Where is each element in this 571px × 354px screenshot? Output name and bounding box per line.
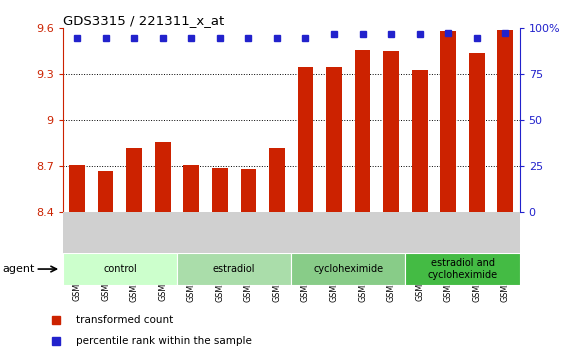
Bar [98, 171, 114, 212]
Bar [469, 53, 485, 212]
Text: estradiol: estradiol [213, 264, 255, 274]
Bar [183, 165, 199, 212]
Text: GDS3315 / 221311_x_at: GDS3315 / 221311_x_at [63, 14, 224, 27]
Bar [355, 50, 371, 212]
Text: estradiol and
cycloheximide: estradiol and cycloheximide [428, 258, 497, 280]
Bar [212, 168, 228, 212]
Bar [405, 253, 520, 285]
Bar [412, 70, 428, 212]
Bar [63, 253, 177, 285]
Bar [291, 253, 405, 285]
Text: percentile rank within the sample: percentile rank within the sample [75, 336, 252, 346]
Text: control: control [103, 264, 137, 274]
Text: transformed count: transformed count [75, 315, 173, 325]
Bar [383, 51, 399, 212]
Text: cycloheximide: cycloheximide [313, 264, 383, 274]
Bar [440, 32, 456, 212]
Bar [126, 148, 142, 212]
Text: agent: agent [3, 264, 35, 274]
Bar [177, 253, 291, 285]
Bar [326, 67, 342, 212]
Bar [155, 142, 171, 212]
Bar [269, 148, 285, 212]
Bar [240, 170, 256, 212]
Bar [497, 30, 513, 212]
Bar [69, 165, 85, 212]
Bar [297, 67, 313, 212]
